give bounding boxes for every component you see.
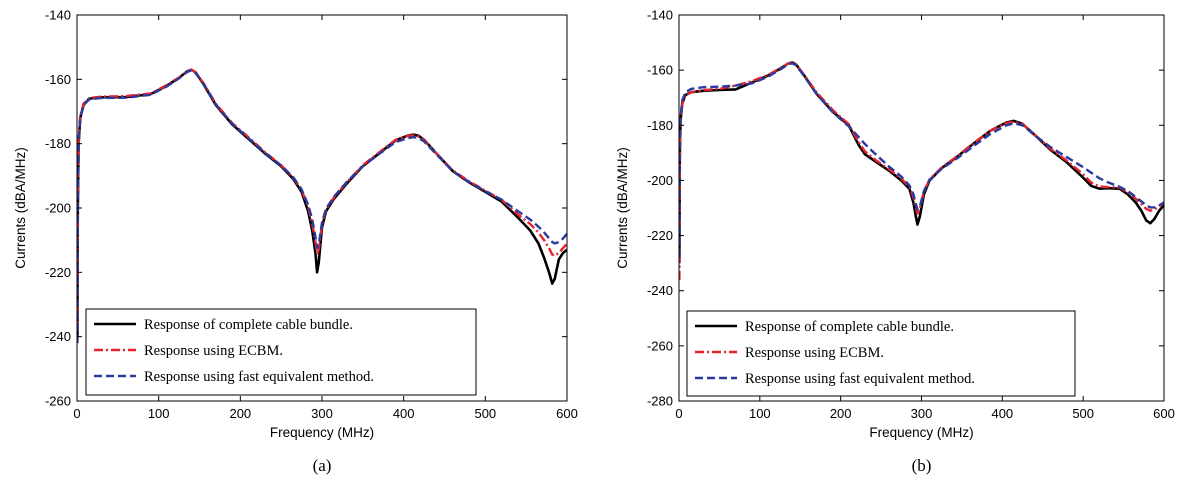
y-axis-label: Currents (dBA/MHz): [13, 147, 28, 269]
y-tick-label: -220: [45, 265, 71, 280]
subfigure-caption: (b): [912, 456, 932, 475]
x-tick-label: 100: [749, 406, 771, 421]
x-tick-label: 600: [1153, 406, 1175, 421]
x-tick-label: 400: [393, 406, 415, 421]
x-tick-label: 0: [675, 406, 682, 421]
y-tick-label: -260: [45, 394, 71, 409]
x-tick-label: 0: [73, 406, 80, 421]
x-tick-label: 300: [911, 406, 933, 421]
y-axis-label: Currents (dBA/MHz): [615, 147, 630, 269]
y-tick-label: -160: [647, 63, 673, 78]
series-line-2: [679, 61, 1164, 280]
series-line-3: [679, 62, 1164, 258]
chart-panel-a: 0 100 200 300 400 500 600 -260 -240 -220 -200 -180 -…: [13, 8, 578, 476]
x-tick-label: 100: [148, 406, 170, 421]
x-tick-label: 200: [229, 406, 251, 421]
x-tick-label: 400: [991, 406, 1013, 421]
y-tick-label: -220: [647, 228, 673, 243]
x-tick-label: 200: [830, 406, 852, 421]
legend-box: [85, 308, 477, 396]
x-axis-label: Frequency (MHz): [270, 425, 374, 440]
x-tick-label: 600: [556, 406, 578, 421]
y-tick-label: -140: [647, 8, 673, 23]
legend-label-3: Response using fast equivalent method.: [745, 371, 975, 387]
legend-label-1: Response of complete cable bundle.: [144, 317, 353, 333]
series-line-1: [77, 68, 567, 337]
x-tick-label: 500: [474, 406, 496, 421]
series-line-2: [77, 68, 567, 331]
y-tick-label: -260: [647, 338, 673, 353]
y-tick-label: -200: [45, 201, 71, 216]
series-line-3: [77, 69, 567, 344]
y-tick-label: -280: [647, 394, 673, 409]
y-tick-label: -180: [45, 136, 71, 151]
series-line-1: [679, 61, 1164, 264]
legend-label-3: Response using fast equivalent method.: [144, 369, 374, 385]
legend: Response of complete cable bundle. Respon…: [85, 308, 477, 396]
legend: Response of complete cable bundle. Respon…: [686, 310, 1076, 397]
y-tick-label: -180: [647, 118, 673, 133]
x-axis-label: Frequency (MHz): [869, 425, 973, 440]
x-tick-label: 500: [1072, 406, 1094, 421]
legend-label-1: Response of complete cable bundle.: [745, 319, 954, 335]
legend-box: [686, 310, 1076, 397]
y-tick-label: -140: [45, 8, 71, 23]
y-tick-label: -240: [647, 283, 673, 298]
y-tick-label: -240: [45, 329, 71, 344]
x-tick-label: 300: [311, 406, 333, 421]
subfigure-caption: (a): [313, 456, 332, 475]
y-tick-label: -200: [647, 173, 673, 188]
y-tick-label: -160: [45, 72, 71, 87]
legend-label-2: Response using ECBM.: [745, 345, 884, 361]
chart-panel-b: 0 100 200 300 400 500 600 -280 -260 -240 -220 -200 -…: [615, 8, 1175, 476]
legend-label-2: Response using ECBM.: [144, 343, 283, 359]
